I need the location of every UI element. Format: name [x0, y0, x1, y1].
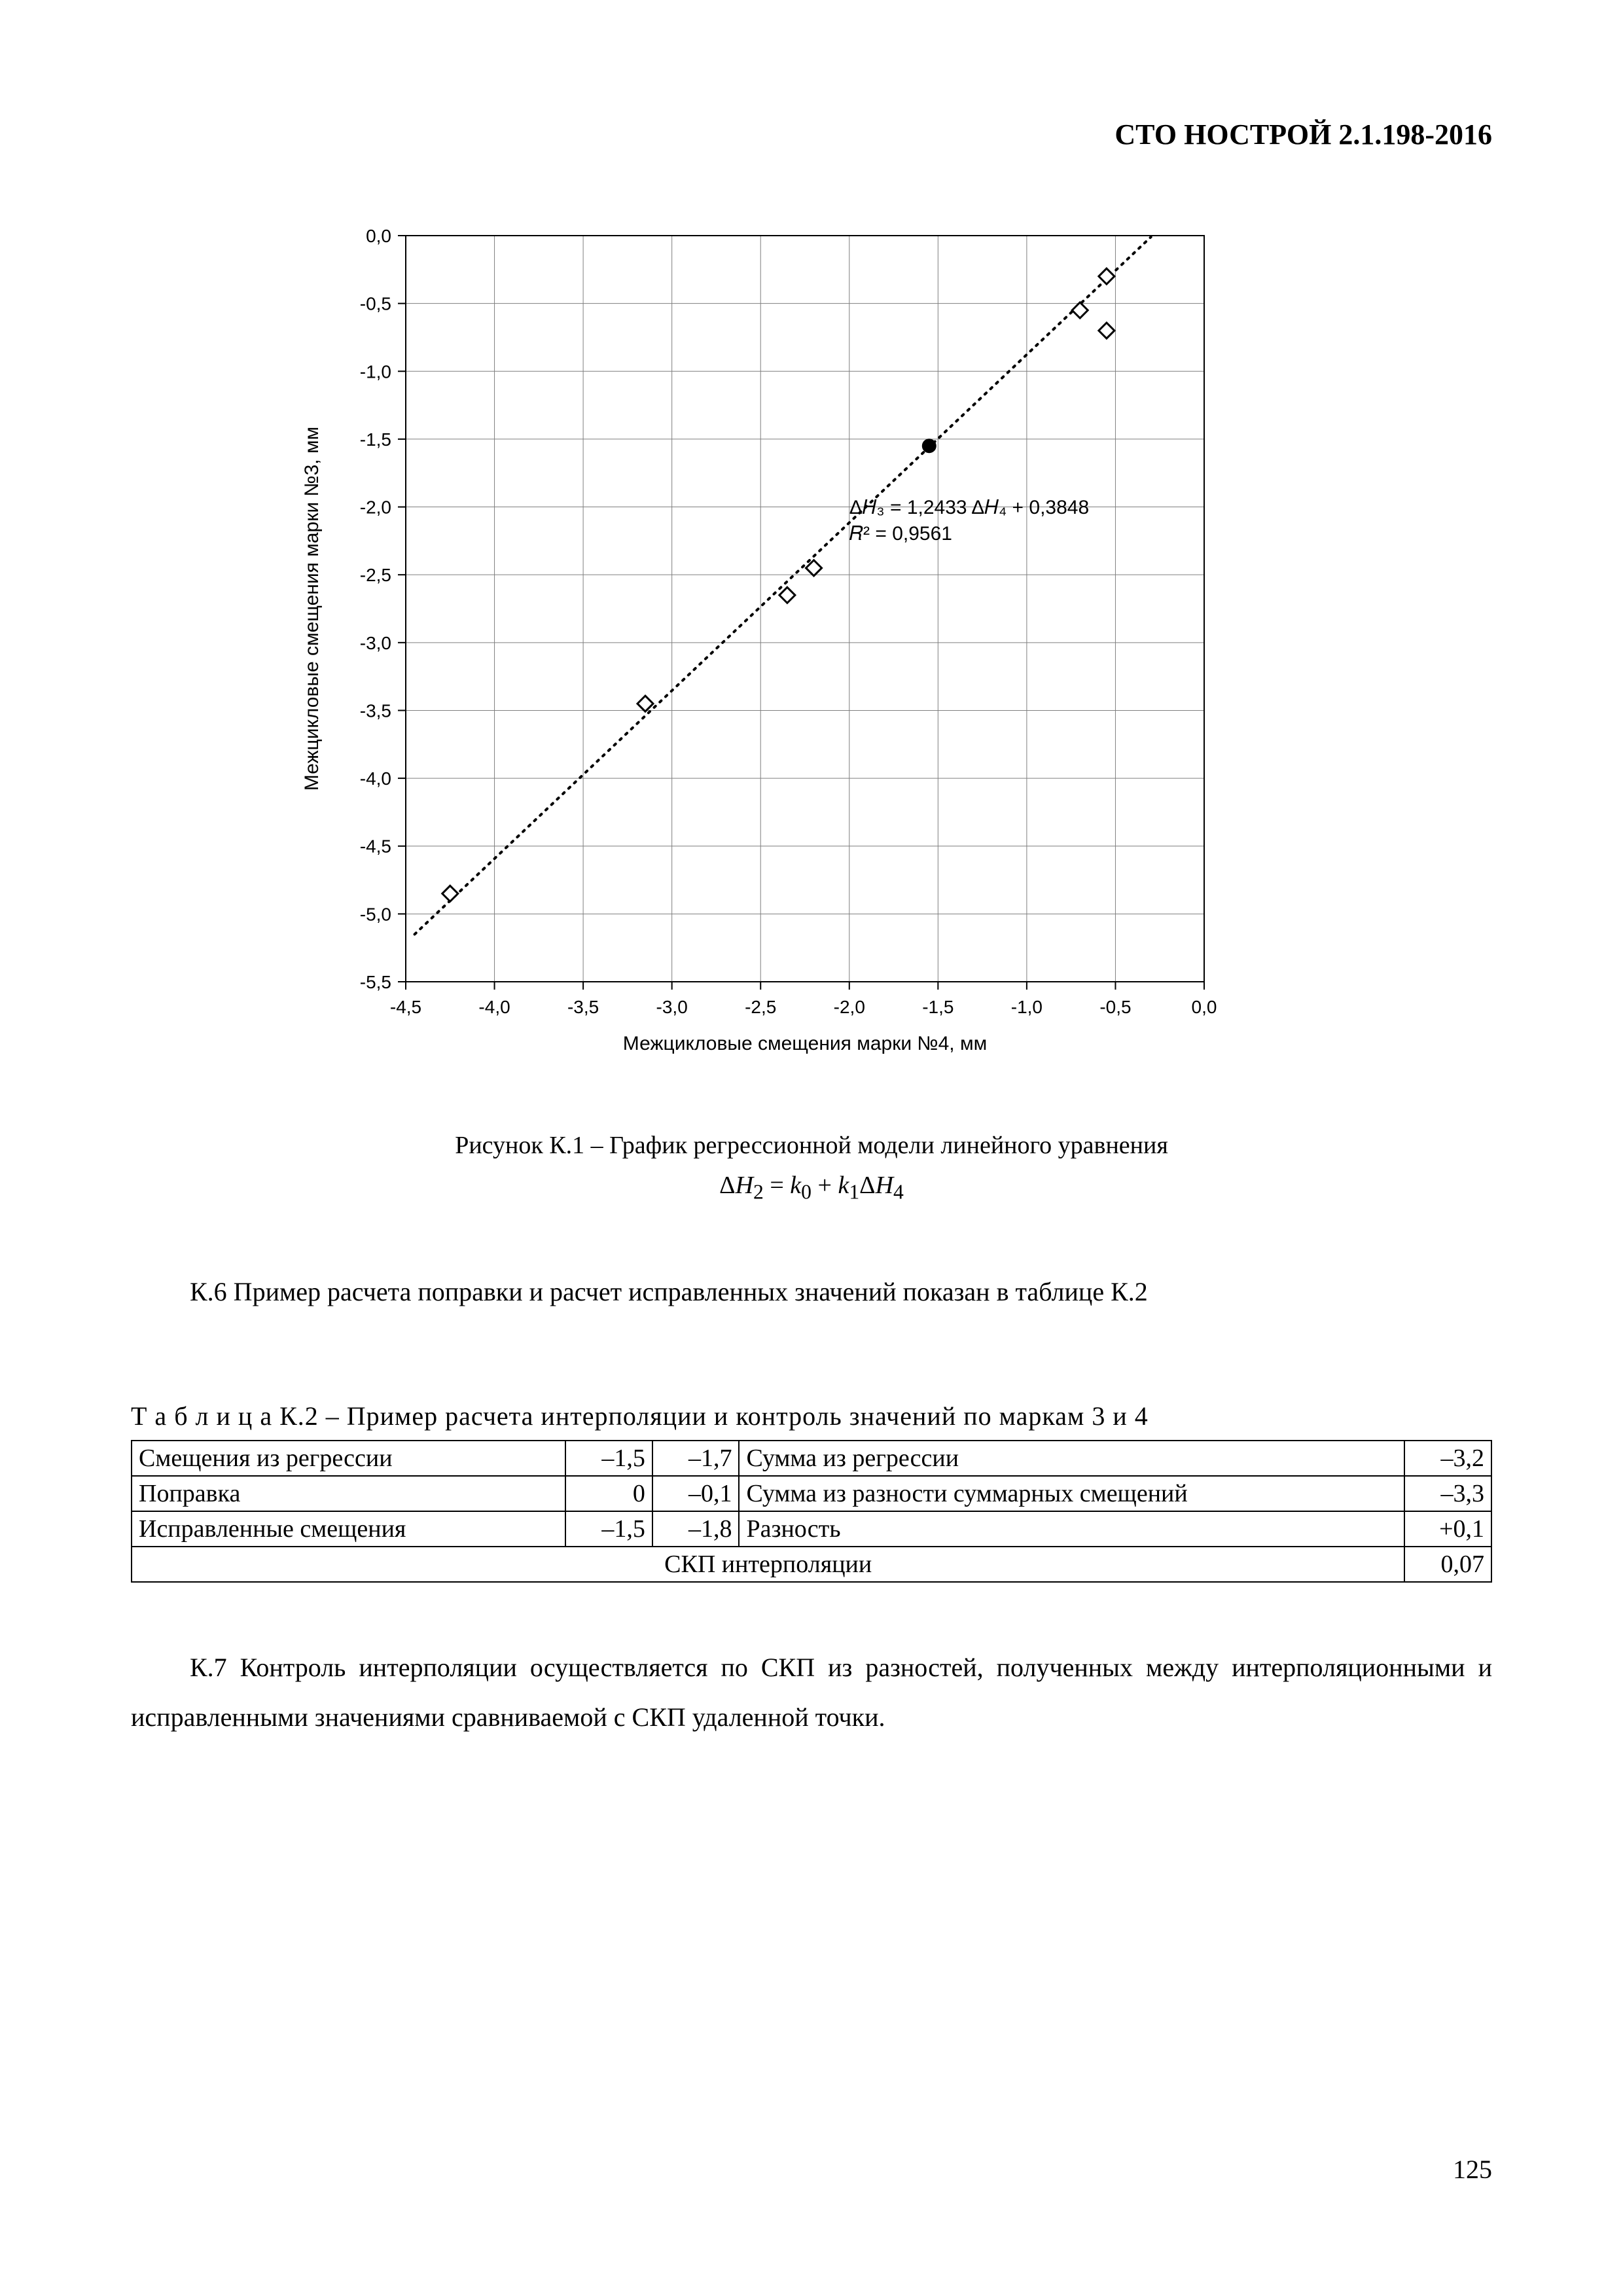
svg-text:0,0: 0,0 [1192, 997, 1217, 1017]
svg-text:-3,5: -3,5 [567, 997, 599, 1017]
svg-text:-5,0: -5,0 [360, 904, 391, 924]
cell-label-a: Исправленные смещения [132, 1511, 565, 1547]
table-footer-row: СКП интерполяции 0,07 [132, 1547, 1491, 1582]
cell-vb: –3,3 [1404, 1476, 1491, 1511]
paragraph-k7: К.7 Контроль интерполяции осуществляется… [131, 1643, 1492, 1742]
svg-text:-1,5: -1,5 [360, 429, 391, 450]
svg-text:𝑅² = 0,9561: 𝑅² = 0,9561 [849, 523, 952, 545]
cell-v1: –1,5 [565, 1441, 652, 1476]
figure-caption: Рисунок К.1 – График регрессионной модел… [0, 1126, 1623, 1209]
table-k2: Смещения из регрессии –1,5 –1,7 Сумма из… [131, 1440, 1492, 1583]
svg-text:-3,5: -3,5 [360, 700, 391, 721]
svg-text:-3,0: -3,0 [656, 997, 688, 1017]
table-row: Поправка 0 –0,1 Сумма из разности суммар… [132, 1476, 1491, 1511]
cell-label-b: Сумма из регрессии [739, 1441, 1404, 1476]
document-code: СТО НОСТРОЙ 2.1.198-2016 [1115, 118, 1492, 151]
svg-text:-1,0: -1,0 [360, 361, 391, 382]
regression-chart: -4,5 -4,0 -3,5 -3,0 -2,5 -2,0 -1,5 -1,0 -0,5 0,0 0… [288, 223, 1243, 1073]
svg-text:-4,0: -4,0 [360, 768, 391, 789]
svg-text:-4,5: -4,5 [360, 836, 391, 857]
cell-v1: 0 [565, 1476, 652, 1511]
svg-text:-3,0: -3,0 [360, 633, 391, 653]
caption-line1: Рисунок К.1 – График регрессионной модел… [0, 1126, 1623, 1166]
chart-svg: -4,5 -4,0 -3,5 -3,0 -2,5 -2,0 -1,5 -1,0 -0,5 0,0 0… [288, 223, 1243, 1073]
svg-text:-4,5: -4,5 [390, 997, 421, 1017]
cell-v2: –1,8 [652, 1511, 740, 1547]
svg-text:-5,5: -5,5 [360, 972, 391, 992]
svg-text:-0,5: -0,5 [1099, 997, 1131, 1017]
table-row: Исправленные смещения –1,5 –1,8 Разность… [132, 1511, 1491, 1547]
cell-v2: –1,7 [652, 1441, 740, 1476]
svg-text:Межцикловые смещения марки №4,: Межцикловые смещения марки №4, мм [623, 1033, 987, 1054]
cell-vb: +0,1 [1404, 1511, 1491, 1547]
svg-text:-4,0: -4,0 [478, 997, 510, 1017]
svg-text:-2,5: -2,5 [745, 997, 776, 1017]
paragraph-k6: К.6 Пример расчета поправки и расчет исп… [131, 1276, 1492, 1307]
svg-text:Δ𝐻₃ = 1,2433 Δ𝐻₄ + 0,3848: Δ𝐻₃ = 1,2433 Δ𝐻₄ + 0,3848 [849, 497, 1089, 518]
page-number: 125 [1453, 2154, 1492, 2185]
cell-label-a: Смещения из регрессии [132, 1441, 565, 1476]
cell-vb: –3,2 [1404, 1441, 1491, 1476]
svg-text:0,0: 0,0 [366, 226, 391, 246]
table-title: Т а б л и ц а К.2 – Пример расчета интер… [131, 1401, 1492, 1431]
cell-v1: –1,5 [565, 1511, 652, 1547]
cell-label-a: Поправка [132, 1476, 565, 1511]
svg-text:-1,5: -1,5 [922, 997, 954, 1017]
svg-text:-0,5: -0,5 [360, 294, 391, 314]
svg-text:-2,0: -2,0 [360, 497, 391, 518]
footer-label: СКП интерполяции [132, 1547, 1404, 1582]
svg-text:-2,5: -2,5 [360, 565, 391, 585]
svg-text:-2,0: -2,0 [834, 997, 865, 1017]
caption-line2: ΔH2 = k0 + k1ΔH4 [0, 1166, 1623, 1209]
cell-label-b: Разность [739, 1511, 1404, 1547]
svg-text:Межцикловые смещения марки №3,: Межцикловые смещения марки №3, мм [301, 427, 323, 791]
svg-text:-1,0: -1,0 [1011, 997, 1043, 1017]
table-row: Смещения из регрессии –1,5 –1,7 Сумма из… [132, 1441, 1491, 1476]
cell-v2: –0,1 [652, 1476, 740, 1511]
footer-value: 0,07 [1404, 1547, 1491, 1582]
cell-label-b: Сумма из разности суммарных смещений [739, 1476, 1404, 1511]
